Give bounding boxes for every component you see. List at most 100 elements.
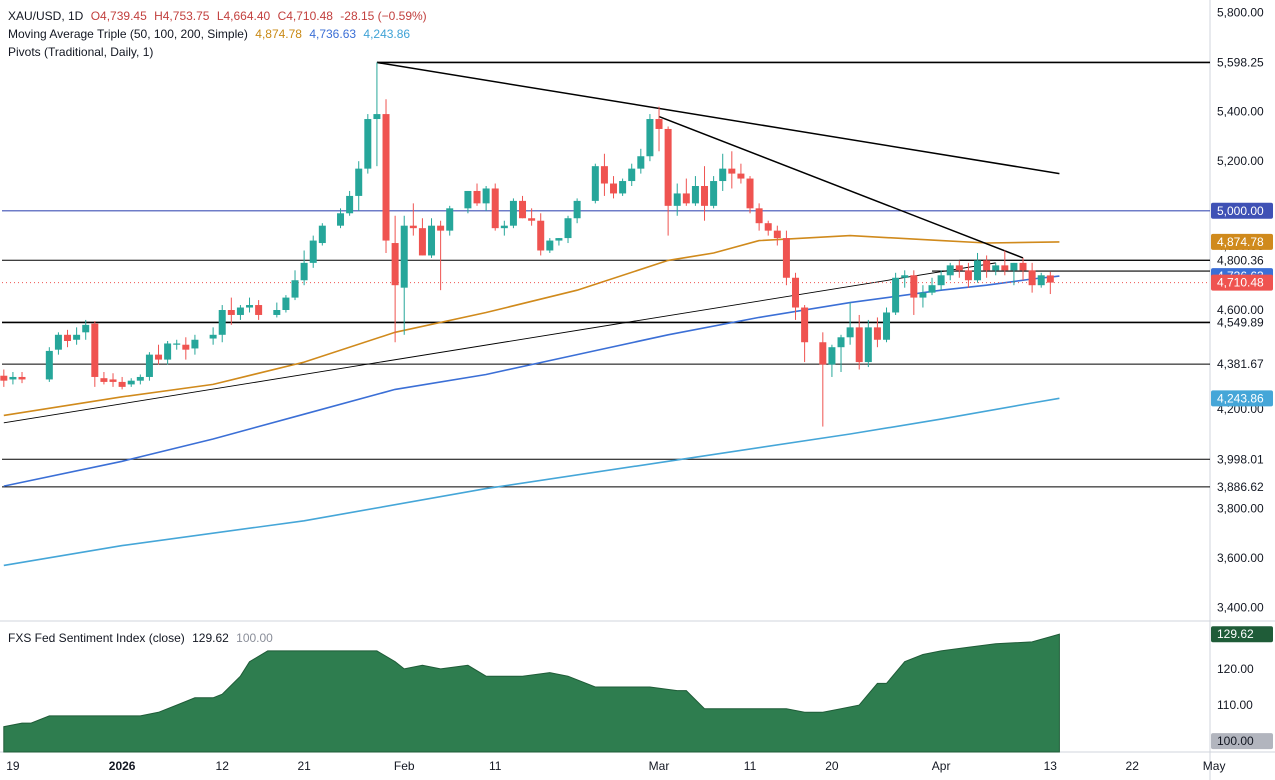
candle-body: [864, 327, 872, 363]
candle: [883, 307, 891, 343]
candle-body: [664, 128, 672, 206]
candle: [946, 262, 954, 281]
candle: [91, 321, 99, 387]
pivot-label-2: 4,549.89: [1217, 315, 1264, 329]
candle-body: [792, 277, 800, 308]
candle-body: [1037, 275, 1045, 286]
candle: [9, 372, 17, 385]
candle: [255, 300, 263, 320]
time-tick-label: 22: [1126, 759, 1140, 773]
candle: [100, 372, 108, 385]
candle-body: [691, 186, 699, 204]
candle-body: [701, 186, 709, 206]
symbol-legend: XAU/USD, 1D O4,739.45 H4,753.75 L4,664.4…: [8, 9, 431, 24]
candle: [409, 203, 417, 236]
pivot-label-5: 3,886.62: [1217, 480, 1264, 494]
candle-body: [246, 305, 254, 308]
candle: [892, 272, 900, 315]
candle: [509, 198, 517, 229]
price-tick-label: 3,800.00: [1217, 501, 1264, 515]
candle-body: [901, 275, 909, 278]
candle: [855, 314, 863, 370]
time-tick-label: Mar: [649, 759, 670, 773]
candle-body: [992, 265, 1000, 271]
candle: [218, 305, 226, 343]
candle-body: [18, 376, 26, 380]
candle-body: [446, 208, 454, 231]
candle: [182, 337, 190, 360]
candle-body: [109, 379, 117, 382]
candle-body: [164, 343, 172, 360]
candle: [1010, 262, 1018, 286]
candle: [73, 327, 81, 345]
candle: [109, 373, 117, 387]
candle: [400, 215, 408, 335]
pivot-label-4-group: 3,998.01: [1211, 451, 1273, 468]
pivot-label-3-group: 4,381.67: [1211, 356, 1273, 373]
indicator-current-label-group: 129.62: [1211, 626, 1273, 643]
pivot-label-5-bg: [1211, 478, 1273, 495]
ma50-value: 4,874.78: [255, 27, 302, 41]
candle: [846, 302, 854, 345]
candle-body: [64, 334, 72, 341]
pivot-label-1: 4,800.36: [1217, 253, 1264, 267]
candle-body: [227, 310, 235, 315]
candle-body: [309, 240, 317, 263]
ma50-axis-label-bg: [1211, 233, 1273, 250]
candle-body: [801, 307, 809, 343]
candle-body: [382, 114, 390, 241]
ma100-value: 4,736.63: [309, 27, 357, 41]
candle: [0, 369, 8, 387]
candle: [728, 151, 736, 189]
candle: [664, 126, 672, 236]
candle: [983, 255, 991, 278]
open-value: O4,739.45: [90, 9, 147, 23]
indicator-tick-label: 110.00: [1217, 698, 1253, 712]
candle-body: [974, 260, 982, 281]
candle-body: [819, 342, 827, 365]
candle-body: [191, 339, 199, 349]
candle: [646, 114, 654, 162]
candle-body: [127, 380, 135, 385]
price-tick-label: 5,400.00: [1217, 105, 1264, 119]
candle-body: [928, 285, 936, 293]
candle: [864, 319, 872, 368]
candle: [928, 277, 936, 296]
candle-body: [473, 190, 481, 204]
candle-body: [755, 208, 763, 224]
time-tick-label: 21: [297, 759, 311, 773]
candle-body: [400, 225, 408, 288]
candle-body: [637, 156, 645, 169]
candle: [1046, 271, 1054, 295]
candle-body: [136, 376, 144, 381]
candle: [564, 215, 572, 244]
candle-body: [409, 225, 417, 229]
candle-body: [537, 220, 545, 251]
candle: [655, 106, 663, 152]
price-tick-label: 5,200.00: [1217, 154, 1264, 168]
price-tick-label: 3,400.00: [1217, 601, 1264, 615]
pivot-label-4: 3,998.01: [1217, 452, 1264, 466]
candle: [418, 218, 426, 256]
candle-body: [100, 378, 108, 382]
candle-body: [573, 200, 581, 219]
candle-body: [364, 119, 372, 169]
candle: [482, 186, 490, 211]
indicator-current-label-bg: [1211, 626, 1273, 643]
time-tick-label: 11: [489, 759, 502, 773]
candle: [782, 230, 790, 286]
candle: [837, 334, 845, 372]
candle-body: [855, 327, 863, 363]
candle: [992, 262, 1000, 276]
candle-body: [710, 181, 718, 206]
price-tick-label: 4,600.00: [1217, 303, 1264, 317]
candle-body: [255, 305, 263, 315]
candle-body: [337, 213, 345, 226]
candle: [682, 178, 690, 206]
candle-body: [764, 223, 772, 231]
indicator-legend: FXS Fed Sentiment Index (close) 129.62 1…: [8, 631, 277, 646]
candle-body: [682, 193, 690, 204]
candle-body: [1028, 270, 1036, 286]
pivot-label-2-group: 4,549.89: [1211, 314, 1273, 331]
